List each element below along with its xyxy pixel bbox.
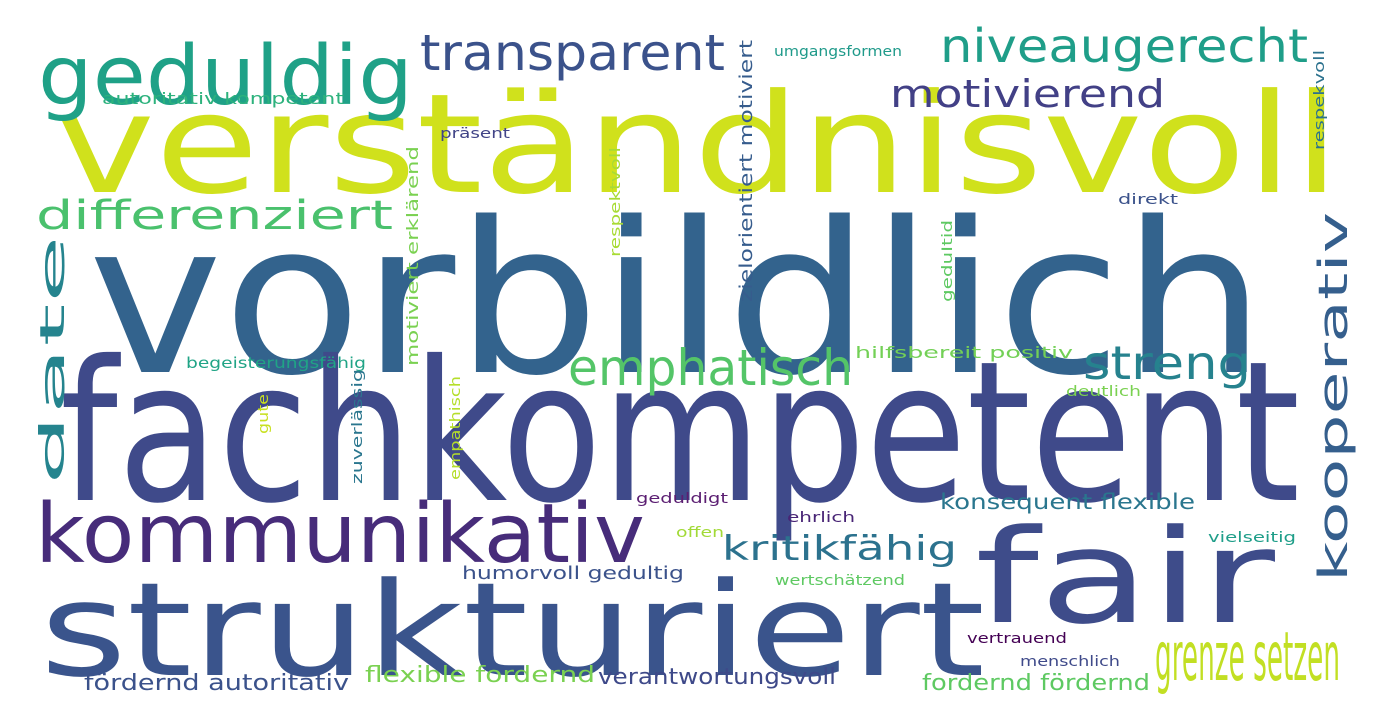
word-motivierend: motivierend [890, 72, 1165, 116]
word-praesent: präsent [440, 126, 511, 142]
word-date: grenze setzen [1155, 618, 1340, 697]
word-emphatisch: emphatisch [568, 339, 853, 397]
word-umgangsformen: umgangsformen [774, 44, 902, 60]
word-wertschaetzend: wertschätzend [775, 573, 905, 589]
word-geduldigt: geduldigt [636, 491, 729, 507]
word-humorvoll-gedultig: humorvoll gedultig [462, 563, 684, 584]
word-vielseitig: vielseitig [1208, 530, 1296, 546]
word-motiviert-erklaerend: motiviert erklärend [403, 146, 422, 366]
word-kritikfaehig: kritikfähig [722, 529, 957, 569]
word-fordernd-foerdernd: fordernd fördernd [922, 671, 1150, 696]
word-empathisch: empathisch [448, 376, 464, 480]
word-vorbildlich: vorbildlich [88, 177, 1266, 422]
word-autoritativ-kompetent: autoritativ kompetent [102, 89, 344, 108]
word-gute: gute [256, 394, 272, 434]
word-direkt: direkt [1118, 192, 1179, 208]
word-zuverlaessig: zuverlässig [350, 369, 366, 484]
word-foerdernd-autoritativ: fördernd autoritativ [84, 671, 349, 696]
word-begeisterungsfaehig: begeisterungsfähig [186, 354, 366, 372]
word-kooperativ: date [33, 235, 73, 485]
word-respektvoll: respektvoll [608, 147, 624, 257]
word-differenziert: differenziert [36, 193, 393, 239]
word-hilfsbereit-positiv: hilfsbereit positiv [855, 343, 1073, 362]
word-strukturiert: strukturiert [40, 554, 985, 706]
word-kommunikativ: kommunikativ [35, 487, 645, 582]
word-flexible-fordernd: flexible fordernd [365, 663, 595, 688]
word-offen: offen [676, 525, 724, 541]
word-geduitid: geduItid [940, 220, 956, 302]
word-niveaugerecht: niveaugerecht [940, 19, 1308, 73]
word-respekvoll: respekvoll [1312, 50, 1328, 150]
word-deutlich: deutlich [1066, 384, 1141, 400]
word-ehrlich: ehrlich [787, 510, 855, 526]
word-transparent: transparent [420, 24, 725, 82]
word-verantwortungsvoll: verantwortungsvoll [598, 665, 836, 690]
word-geduldig: geduldig [38, 29, 413, 124]
word-menschlich: menschlich [1020, 654, 1120, 670]
word-verstaendnisvoll: verständnisvoll [55, 64, 1340, 225]
word-fachkompetent: fachkompetent [60, 319, 1300, 546]
word-zielorientiert-motiviert: zielorientiert motiviert [736, 40, 757, 302]
word-konsequent-flexible: konsequent flexible [940, 490, 1195, 514]
word-streng: streng [1083, 336, 1251, 390]
word-fair: fair [975, 501, 1276, 653]
word-vertrauend: vertrauend [967, 631, 1067, 647]
word-grenze-setzen: kooperativ [1311, 212, 1357, 582]
